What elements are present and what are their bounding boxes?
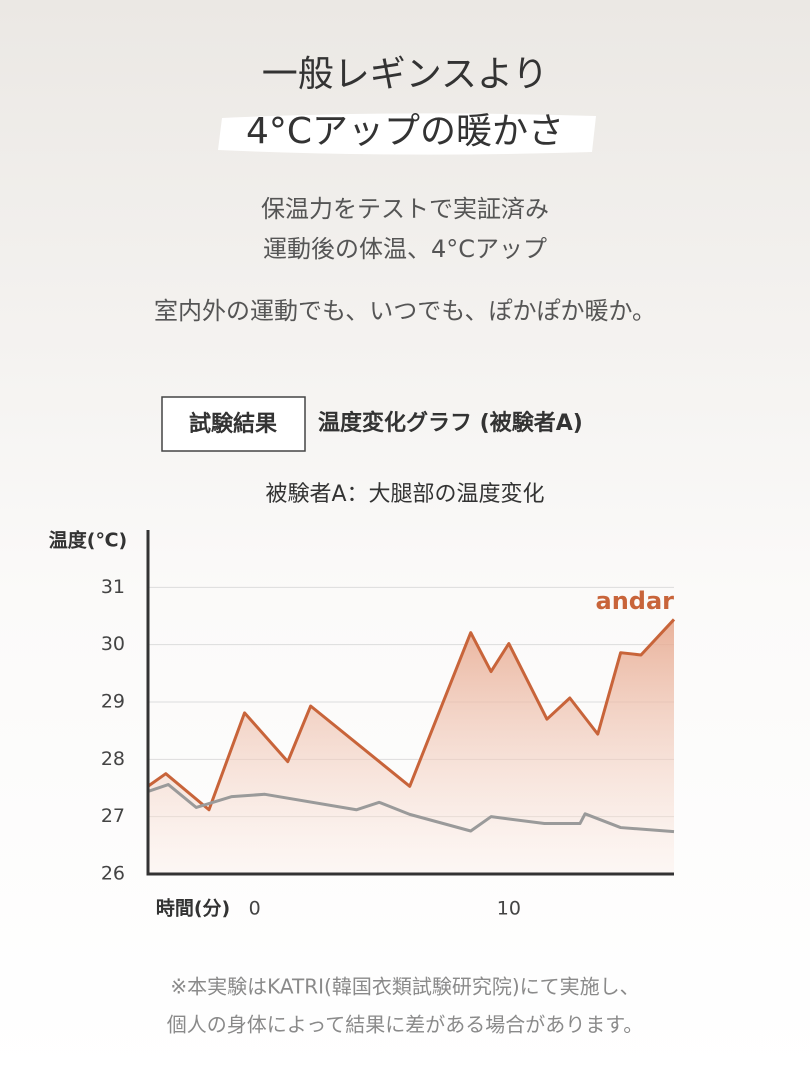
title: 4°Cアップの暖かさ — [246, 111, 564, 152]
tagline: 室内外の運動でも、いつでも、ぽかぽか暖か。 — [154, 297, 656, 325]
y-tick-label: 27 — [101, 805, 125, 827]
plot: 26 27 28 29 30 31 0 10 andar — [101, 530, 676, 920]
badge: 試験結果 — [189, 411, 277, 437]
y-tick-label: 30 — [101, 633, 125, 655]
line — [147, 618, 676, 812]
chart-title: 被験者A：大腿部の温度変化 — [265, 482, 544, 507]
line — [147, 783, 675, 834]
x-tick-label: 10 — [497, 898, 521, 920]
subtitle: 運動後の体温、4°Cアップ — [263, 235, 547, 263]
y-tick-label: 29 — [101, 691, 125, 713]
x-tick-label: 0 — [249, 898, 261, 920]
series-label: andar — [596, 587, 675, 615]
area — [148, 619, 674, 874]
highlight-brush — [218, 113, 596, 155]
y-tick-label: 26 — [101, 863, 125, 885]
x-axis-label: 時間(分) — [156, 898, 230, 920]
y-axis-label: 温度(℃) — [49, 529, 127, 552]
subtitle: 保温力をテストで実証済み — [261, 195, 549, 223]
y-tick-label: 28 — [101, 748, 125, 770]
section-heading: 温度変化グラフ (被験者A) — [318, 410, 583, 436]
footnote: 個人の身体によって結果に差がある場合があります。 — [167, 1013, 643, 1037]
title: 一般レギンスより — [262, 54, 549, 95]
y-tick-label: 31 — [101, 576, 125, 598]
badge-box — [161, 396, 306, 452]
footnote: ※本実験はKATRI(韓国衣類試験研究院)にて実施し、 — [170, 975, 639, 999]
